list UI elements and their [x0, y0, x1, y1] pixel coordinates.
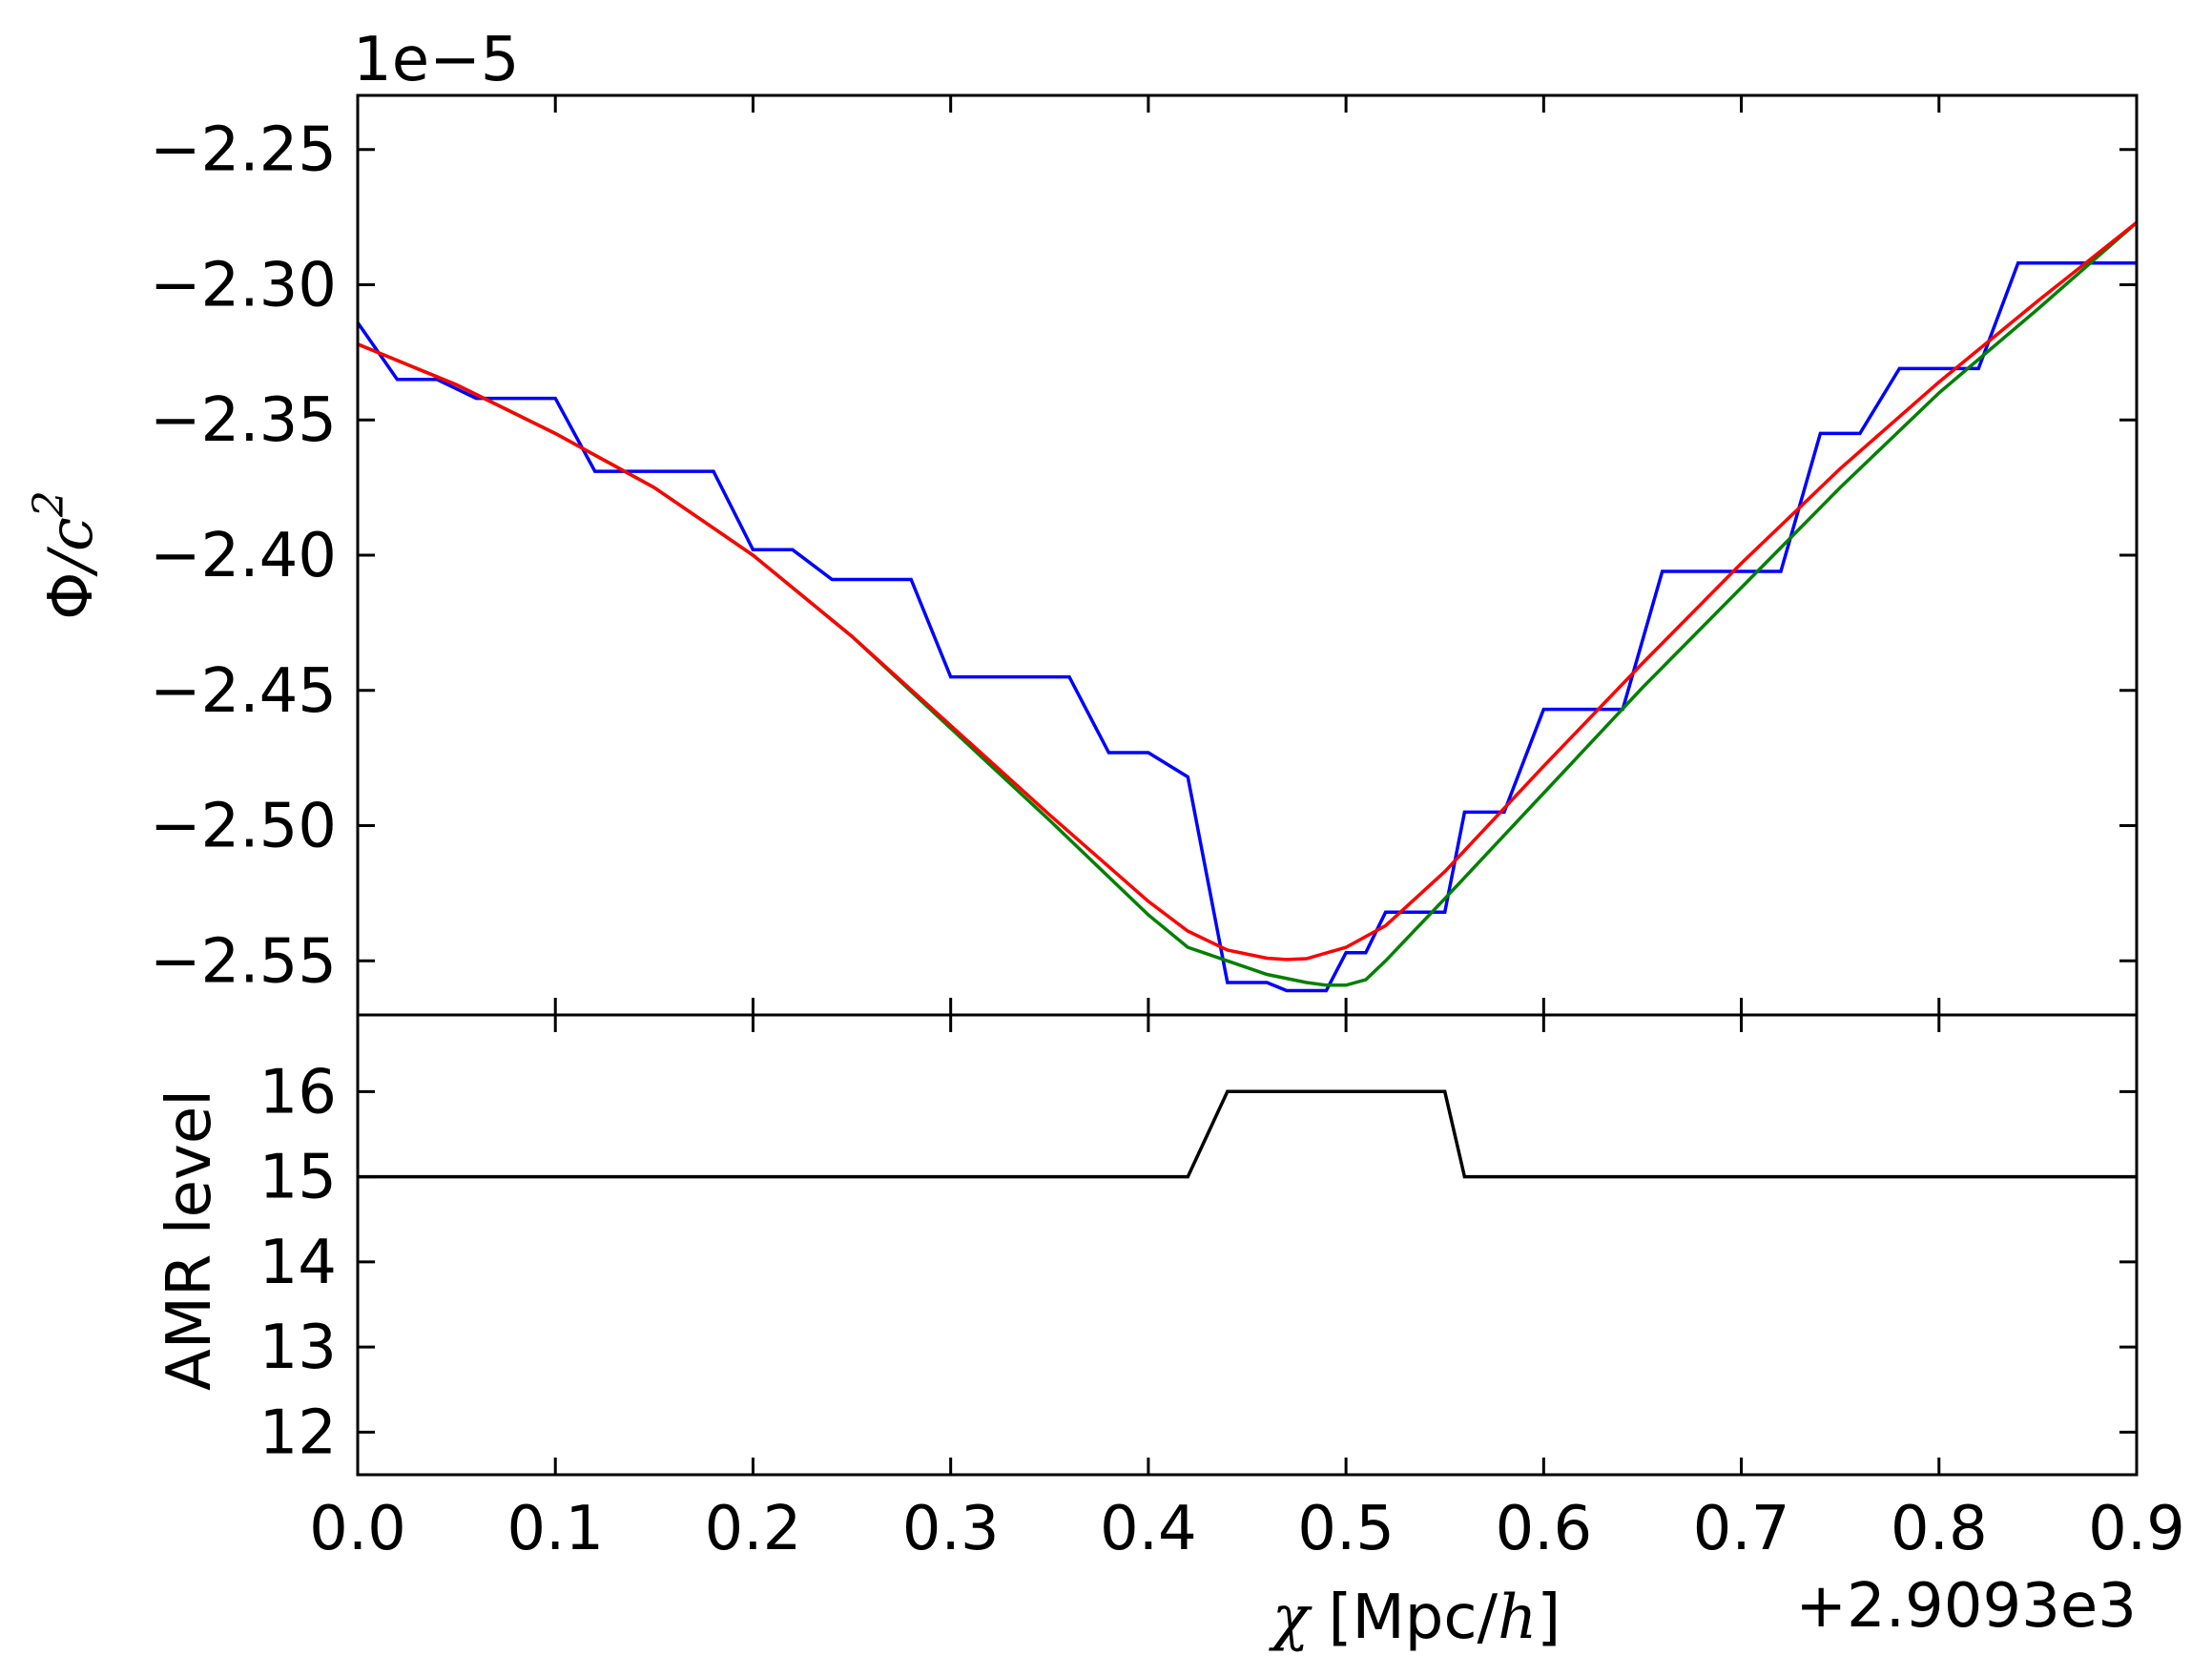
x-tick-label: 0.3 [902, 1494, 1000, 1564]
ylabel-exponent: 2 [25, 490, 73, 518]
potential-y-tick-label: −2.35 [150, 385, 337, 456]
ylabel-slash: / [36, 547, 107, 578]
potential-series-line-3 [357, 220, 2139, 962]
x-tick-label: 0.8 [1891, 1494, 1988, 1564]
x-tick-label: 0.1 [506, 1494, 604, 1564]
potential-y-tick-label: −2.40 [150, 521, 337, 591]
amr-y-tick-label: 16 [259, 1057, 337, 1128]
amr-series-group [358, 1089, 2137, 1179]
potential-panel: −2.55 −2.50 −2.45 −2.40 −2.35 −2.30 −2.25 1e−5… [25, 25, 2139, 1017]
amr-y-tick-label: 13 [259, 1313, 337, 1383]
xlabel-unit-close: ] [1537, 1583, 1561, 1653]
x-offset-text: +2.9093e3 [1795, 1571, 2137, 1642]
potential-offset-text: 1e−5 [353, 25, 519, 95]
x-tick-label: 0.7 [1693, 1494, 1790, 1564]
x-axis-label: χ [Mpc/h] [1269, 1583, 1561, 1653]
chi-symbol: χ [1269, 1583, 1313, 1653]
x-tick-label: 0.5 [1297, 1494, 1395, 1564]
potential-series-group [356, 220, 2139, 993]
potential-series-line-1 [356, 261, 2137, 993]
amr-y-tick-label: 12 [259, 1397, 337, 1468]
x-tick-label: 0.0 [309, 1494, 406, 1564]
potential-y-tick-label: −2.50 [150, 792, 337, 862]
ylabel-c: c [36, 517, 107, 551]
xlabel-h: h [1498, 1583, 1537, 1653]
x-tick-label: 0.6 [1495, 1494, 1592, 1564]
amr-ticks: 12 13 14 15 16 0.0 0.1 0.2 0.3 0.4 0.5 0.6 0.7 0.8 0.9 [259, 1015, 2185, 1564]
x-tick-label: 0.4 [1100, 1494, 1197, 1564]
x-tick-label: 0.2 [705, 1494, 802, 1564]
potential-ticks: −2.55 −2.50 −2.45 −2.40 −2.35 −2.30 −2.25 [150, 95, 2139, 1015]
phi-symbol: Φ [36, 572, 107, 620]
amr-y-axis-label: AMR level [155, 1089, 225, 1391]
amr-y-tick-label: 15 [259, 1143, 337, 1213]
amr-panel: 12 13 14 15 16 0.0 0.1 0.2 0.3 0.4 0.5 0.6 0.7 0.8 0.9… [155, 1013, 2185, 1653]
potential-y-tick-label: −2.25 [150, 115, 337, 186]
amr-level-line-1 [358, 1089, 2137, 1179]
potential-y-tick-label: −2.45 [150, 656, 337, 727]
amr-plot-frame [356, 1013, 2139, 1477]
potential-y-tick-label: −2.55 [150, 926, 337, 997]
x-tick-label: 0.9 [2088, 1494, 2185, 1564]
xlabel-unit-open: [Mpc/ [1329, 1583, 1499, 1653]
amr-y-tick-label: 14 [259, 1228, 337, 1298]
potential-y-tick-label: −2.30 [150, 250, 337, 321]
potential-y-axis-label: Φ/c2 [25, 490, 107, 620]
